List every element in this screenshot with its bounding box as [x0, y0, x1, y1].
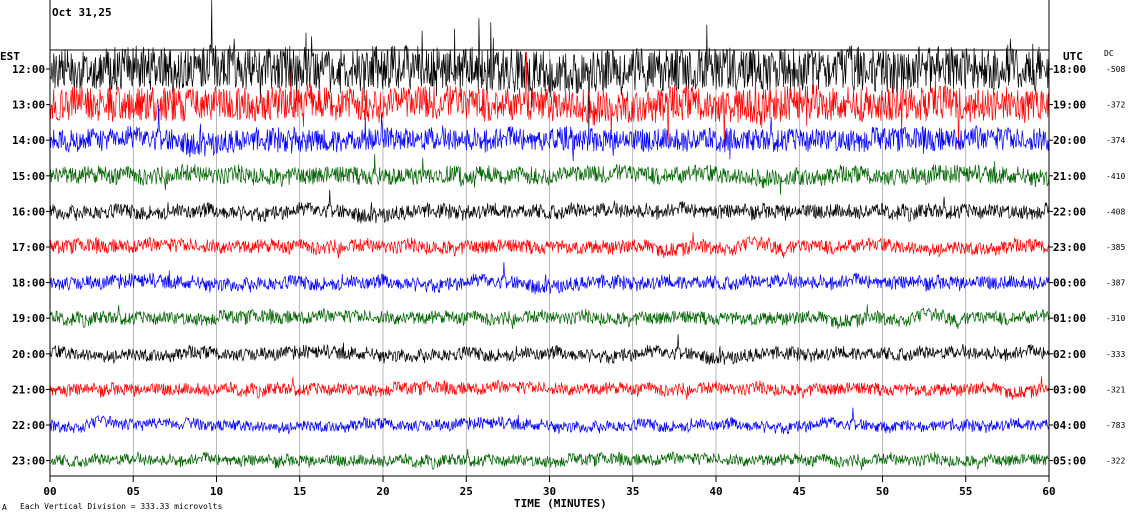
right-hour-label: 04:00: [1053, 419, 1086, 432]
x-tick-label: 60: [1042, 485, 1055, 498]
x-tick-label: 00: [43, 485, 56, 498]
dc-offset-label: -310: [1106, 314, 1125, 323]
x-tick-label: 20: [376, 485, 389, 498]
left-hour-label: 12:00: [12, 63, 45, 76]
trace-line: [49, 407, 1050, 435]
x-tick-label: 50: [876, 485, 889, 498]
right-hour-label: 18:00: [1053, 63, 1086, 76]
right-hour-label: 00:00: [1053, 277, 1086, 290]
dc-offset-label: -372: [1106, 101, 1125, 110]
left-hour-label: 23:00: [12, 455, 45, 468]
left-hour-label: 15:00: [12, 170, 45, 183]
dc-offset-label: -783: [1106, 421, 1125, 430]
x-tick-label: 30: [543, 485, 556, 498]
x-tick-label: 45: [793, 485, 806, 498]
trace-line: [49, 334, 1050, 365]
left-hour-label: 20:00: [12, 348, 45, 361]
left-timezone-label: EST: [0, 50, 20, 63]
x-tick-label: 25: [460, 485, 473, 498]
dc-offset-label: -387: [1106, 279, 1125, 288]
trace-line: [49, 105, 1050, 162]
x-axis-label: TIME (MINUTES): [514, 497, 607, 510]
right-hour-label: 02:00: [1053, 348, 1086, 361]
footer-mark: A: [2, 503, 7, 512]
x-tick-label: 15: [293, 485, 306, 498]
right-hour-label: 21:00: [1053, 170, 1086, 183]
dc-offset-label: -410: [1106, 172, 1125, 181]
trace-line: [49, 153, 1050, 195]
left-hour-label: 21:00: [12, 383, 45, 396]
trace-line: [49, 189, 1050, 224]
left-hour-labels: 12:00 13:00 14:00 15:00 16:00 17:00 18:00 19:00…: [12, 63, 45, 468]
trace-line: [49, 0, 1050, 136]
dc-offset-label: -374: [1106, 136, 1125, 145]
trace-line: [49, 261, 1050, 295]
trace-line: [49, 232, 1050, 259]
right-hour-label: 23:00: [1053, 241, 1086, 254]
dc-offset-label: -333: [1106, 350, 1125, 359]
vertical-gridlines: [49, 50, 1050, 476]
right-timezone-label: UTC: [1063, 50, 1083, 63]
left-hour-label: 19:00: [12, 312, 45, 325]
date-label: Oct 31,25: [52, 6, 112, 19]
trace-group: [46, 0, 1053, 471]
x-tick-label: 55: [959, 485, 972, 498]
dc-offset-label: -321: [1106, 385, 1125, 394]
dc-offset-labels: -508 -372 -374 -410 -408 -385 -387 -310 -333 -321…: [1106, 65, 1125, 466]
right-hour-label: 22:00: [1053, 205, 1086, 218]
footer-note: Each Vertical Division = 333.33 microvol…: [20, 502, 222, 511]
dc-column-label: DC: [1104, 49, 1114, 58]
left-hour-label: 22:00: [12, 419, 45, 432]
trace-line: [49, 51, 1050, 148]
trace-line: [49, 304, 1050, 330]
left-hour-label: 13:00: [12, 99, 45, 112]
dc-offset-label: -508: [1106, 65, 1125, 74]
x-tick-label: 35: [626, 485, 639, 498]
x-tick-label: 10: [210, 485, 223, 498]
left-hour-label: 18:00: [12, 277, 45, 290]
right-hour-label: 03:00: [1053, 383, 1086, 396]
x-tick-label: 05: [127, 485, 140, 498]
left-hour-label: 16:00: [12, 205, 45, 218]
trace-line: [49, 376, 1050, 400]
dc-offset-label: -385: [1106, 243, 1125, 252]
right-hour-label: 20:00: [1053, 134, 1086, 147]
right-hour-label: 19:00: [1053, 99, 1086, 112]
dc-offset-label: -408: [1106, 207, 1125, 216]
right-hour-label: 05:00: [1053, 455, 1086, 468]
left-hour-label: 17:00: [12, 241, 45, 254]
trace-line: [49, 448, 1050, 471]
x-tick-labels: 00 05 10 15 20 25 30 35 40 45 50 55 60: [43, 476, 1056, 498]
dc-offset-label: -322: [1106, 457, 1125, 466]
right-hour-labels: 18:00 19:00 20:00 21:00 22:00 23:00 00:00 01:00…: [1053, 63, 1086, 468]
left-hour-label: 14:00: [12, 134, 45, 147]
right-hour-label: 01:00: [1053, 312, 1086, 325]
x-tick-label: 40: [709, 485, 722, 498]
